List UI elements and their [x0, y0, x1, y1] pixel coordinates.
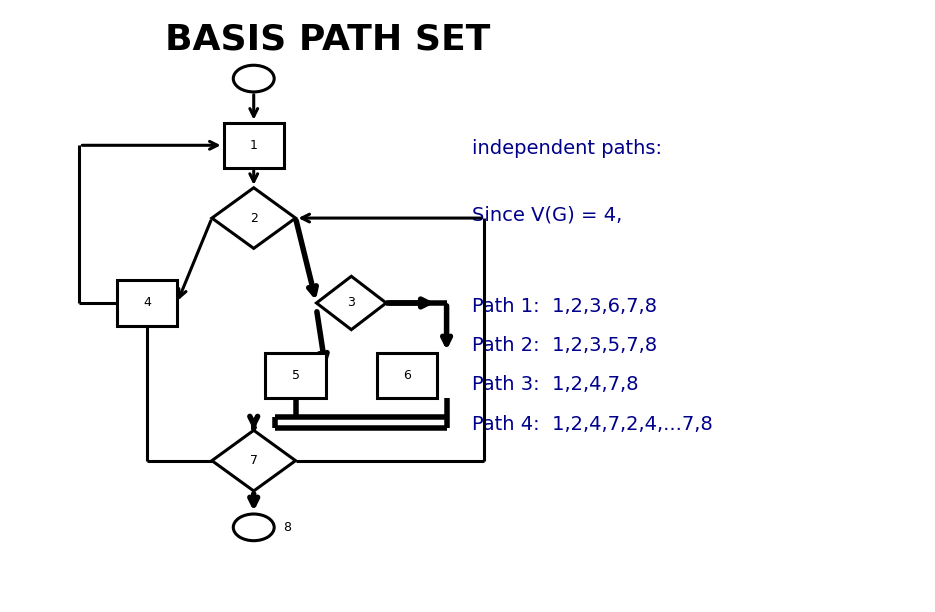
Polygon shape [316, 276, 386, 330]
Bar [377, 353, 438, 398]
Polygon shape [212, 430, 295, 491]
Bar [117, 280, 177, 326]
Circle shape [233, 514, 274, 540]
Text: 8: 8 [283, 521, 292, 534]
Text: 6: 6 [403, 369, 411, 382]
Text: Path 2:  1,2,3,5,7,8: Path 2: 1,2,3,5,7,8 [472, 336, 657, 355]
Text: 7: 7 [250, 454, 258, 467]
Text: 1: 1 [250, 139, 258, 152]
Text: Since V(G) = 4,: Since V(G) = 4, [472, 206, 623, 225]
Text: Path 4:  1,2,4,7,2,4,...7,8: Path 4: 1,2,4,7,2,4,...7,8 [472, 415, 712, 434]
Text: Path 1:  1,2,3,6,7,8: Path 1: 1,2,3,6,7,8 [472, 296, 657, 316]
Text: Path 3:  1,2,4,7,8: Path 3: 1,2,4,7,8 [472, 375, 639, 394]
Text: 5: 5 [292, 369, 299, 382]
Text: 4: 4 [143, 296, 151, 310]
Polygon shape [212, 188, 295, 248]
Bar [223, 122, 284, 168]
Text: 3: 3 [348, 296, 355, 310]
Text: BASIS PATH SET: BASIS PATH SET [165, 22, 491, 56]
Text: 2: 2 [250, 212, 258, 225]
Bar [266, 353, 325, 398]
Text: independent paths:: independent paths: [472, 139, 662, 158]
Circle shape [233, 65, 274, 92]
